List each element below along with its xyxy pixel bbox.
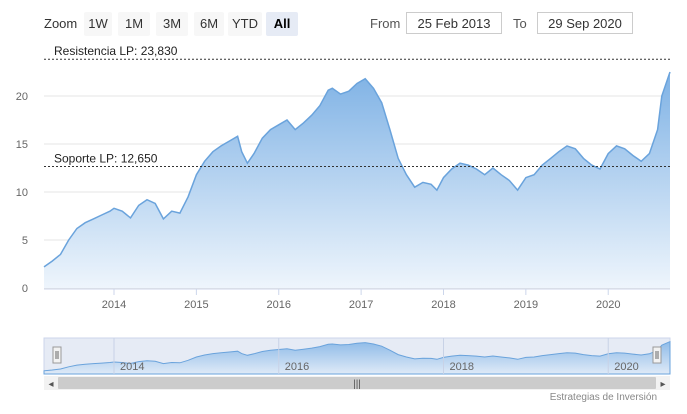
navigator-series: [43, 340, 671, 375]
x-tick-label: 2018: [431, 299, 455, 311]
from-label: From: [370, 16, 401, 31]
navigator-year-label: 2018: [449, 361, 473, 373]
zoom-3m-button[interactable]: 3M: [156, 12, 188, 36]
series-line: [43, 71, 671, 268]
x-tick-label: 2019: [514, 299, 538, 311]
zoom-all-button[interactable]: All: [266, 12, 298, 36]
y-tick-label: 15: [16, 139, 28, 151]
scrollbar-grip[interactable]: |||: [353, 379, 361, 390]
scrollbar-thumb: [58, 377, 656, 389]
navigator-year-label: 2020: [614, 361, 638, 373]
from-date-input[interactable]: 25 Feb 2013: [406, 12, 502, 34]
to-label: To: [513, 16, 527, 31]
series-area-fill: [44, 72, 670, 288]
to-date-input[interactable]: 29 Sep 2020: [537, 12, 633, 34]
y-tick-label: 10: [16, 187, 28, 199]
y-tick-label: 20: [16, 91, 28, 103]
zoom-ytd-button[interactable]: YTD: [228, 12, 262, 36]
x-axis: 2014 2015 2016 2017 2018 2019 2020: [44, 288, 670, 311]
series-area: [43, 71, 671, 288]
credit-text: Estrategias de Inversión: [549, 392, 657, 403]
zoom-1m-button[interactable]: 1M: [118, 12, 150, 36]
y-tick-label: 5: [22, 235, 28, 247]
y-axis: 0 5 10 15 20: [16, 91, 28, 295]
x-tick-label: 2020: [596, 299, 620, 311]
navigator-year-label: 2016: [285, 361, 309, 373]
x-tick-label: 2017: [349, 299, 373, 311]
handle-body: [652, 346, 662, 364]
x-tick-label: 2016: [267, 299, 291, 311]
navigator-year-label: 2014: [120, 361, 144, 373]
x-tick-label: 2015: [184, 299, 208, 311]
navigator-left-handle[interactable]: [52, 346, 62, 364]
resistance-label: Resistencia LP: 23,830: [54, 44, 178, 58]
zoom-label: Zoom: [44, 16, 78, 31]
zoom-6m-button[interactable]: 6M: [194, 12, 224, 36]
support-label: Soporte LP: 12,650: [54, 152, 158, 166]
navigator[interactable]: 2014 2016 2018 2020 ◂ ▸ |||: [43, 337, 671, 390]
handle-body: [52, 346, 62, 364]
x-tick-label: 2014: [102, 299, 126, 311]
annotations: Resistencia LP: 23,830 Soporte LP: 12,650: [44, 44, 670, 168]
zoom-1w-button[interactable]: 1W: [84, 12, 112, 36]
scroll-right-button[interactable]: ▸: [660, 379, 665, 390]
y-tick-label: 0: [22, 283, 28, 295]
scroll-left-button[interactable]: ◂: [48, 379, 53, 390]
navigator-right-handle[interactable]: [652, 346, 662, 364]
